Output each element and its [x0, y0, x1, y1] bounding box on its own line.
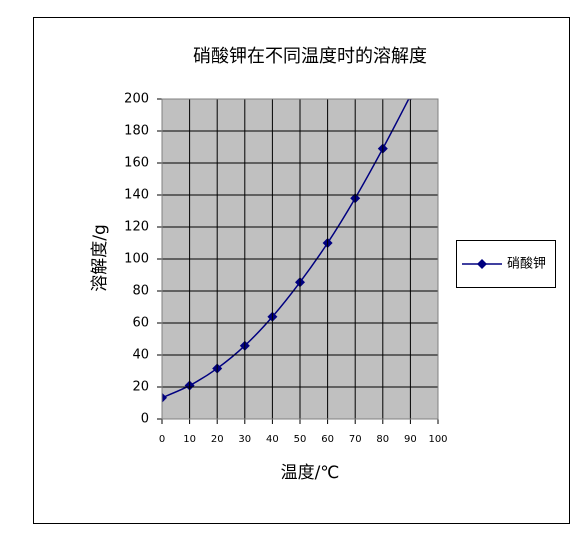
x-tick-label: 20: [211, 434, 224, 445]
legend-marker: [477, 259, 487, 269]
x-tick-label: 90: [404, 434, 417, 445]
y-axis-label: 溶解度/g: [90, 224, 110, 292]
x-tick-label: 80: [376, 434, 389, 445]
legend-label: 硝酸钾: [507, 257, 546, 272]
y-tick-label: 100: [124, 252, 149, 267]
x-tick-label: 50: [294, 434, 307, 445]
x-tick-label: 70: [349, 434, 362, 445]
y-tick-label: 0: [141, 412, 149, 427]
y-tick-label: 200: [124, 92, 149, 107]
x-tick-label: 30: [238, 434, 251, 445]
series-line: [162, 99, 410, 399]
y-tick-label: 60: [132, 316, 149, 331]
y-tick-label: 40: [132, 348, 149, 363]
y-tick-label: 140: [124, 188, 149, 203]
y-tick-label: 20: [132, 380, 149, 395]
x-tick-label: 10: [183, 434, 196, 445]
x-tick-label: 60: [321, 434, 334, 445]
chart-title: 硝酸钾在不同温度时的溶解度: [193, 46, 427, 67]
data-point: [162, 392, 167, 403]
y-tick-label: 180: [124, 124, 149, 139]
x-axis-label: 温度/℃: [281, 463, 340, 483]
x-tick-label: 0: [159, 434, 165, 445]
x-tick-label: 40: [266, 434, 279, 445]
y-tick-label: 160: [124, 156, 149, 171]
plot-border: [161, 98, 439, 420]
y-tick-label: 80: [132, 284, 149, 299]
y-tick-label: 120: [124, 220, 149, 235]
x-tick-label: 100: [428, 434, 447, 445]
